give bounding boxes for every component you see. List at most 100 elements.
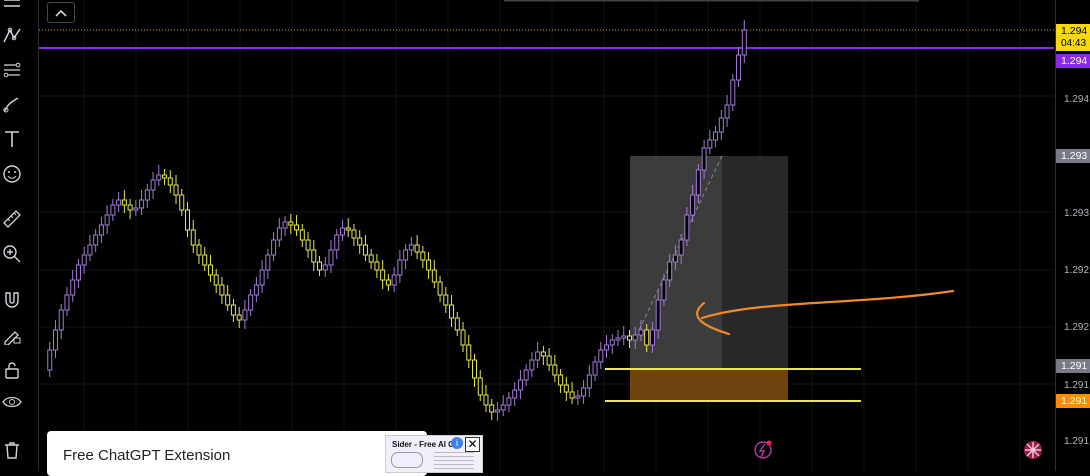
candle-body (426, 259, 432, 271)
candle-body (202, 254, 208, 266)
candle-body (403, 249, 409, 261)
candle-body (517, 379, 523, 391)
candle-body (282, 221, 288, 229)
candle-body (334, 234, 340, 251)
candle-body (110, 204, 116, 216)
candle-body (104, 214, 110, 226)
candle-body (512, 389, 518, 399)
price-axis[interactable]: 1.294 04:43 1.294 1.294 1.293 1.293 1.29… (1055, 0, 1090, 471)
candle-body (213, 274, 219, 286)
top-bar-decoration (504, 0, 919, 2)
candle-body (695, 169, 701, 196)
purple-line-price-tag: 1.294 (1056, 54, 1090, 68)
candle-body (265, 254, 271, 271)
candle-body (339, 227, 345, 236)
lock-drawing-icon[interactable] (0, 323, 24, 347)
candle-body (311, 249, 317, 263)
lightning-icon[interactable] (754, 440, 772, 459)
candle-body (299, 229, 305, 241)
ad-preview-lines (434, 452, 474, 470)
candle-body (64, 294, 70, 311)
box-top-price-tag: 1.293 (1056, 149, 1090, 163)
collapse-button[interactable] (47, 2, 75, 23)
candle-body (144, 189, 150, 201)
candle-body (47, 349, 53, 371)
candle-body (724, 104, 730, 119)
axis-label: 1.293 (1064, 208, 1090, 219)
candle-body (489, 404, 495, 413)
candle-body (621, 335, 627, 339)
candle-body (179, 194, 185, 211)
candle-body (644, 329, 650, 346)
candle-body (713, 131, 719, 141)
candle-body (672, 254, 678, 263)
fib-tool-icon[interactable] (0, 58, 24, 82)
cursor-lines-icon[interactable] (0, 0, 24, 18)
candle-body (236, 314, 242, 321)
candle-body (93, 234, 99, 246)
candle-body (81, 254, 87, 266)
candle-body (362, 244, 368, 256)
candle-body (185, 209, 190, 231)
close-icon[interactable]: ✕ (465, 437, 480, 452)
candle-body (397, 259, 403, 276)
ad-preview (391, 452, 423, 468)
candle-body (121, 199, 127, 206)
candle-body (741, 29, 747, 56)
candle-body (414, 244, 420, 253)
candle-body (276, 227, 282, 241)
eye-icon[interactable] (0, 390, 24, 414)
axis-label: 1.291 (1064, 436, 1090, 447)
candle-body (667, 261, 673, 281)
candle-body (730, 79, 736, 106)
candle-body (632, 334, 638, 341)
magnet-icon[interactable] (0, 288, 24, 312)
candle-body (575, 395, 581, 399)
trash-icon[interactable] (0, 438, 24, 462)
info-icon[interactable]: i (451, 437, 463, 449)
emoji-icon[interactable] (0, 162, 24, 186)
candle-body (609, 339, 615, 346)
candle-body (58, 309, 64, 331)
candle-body (322, 264, 328, 271)
candle-body (288, 221, 294, 226)
candle-body (305, 239, 311, 251)
candle-body (581, 387, 587, 397)
candle-body (684, 214, 690, 241)
trend-line-icon[interactable] (0, 24, 24, 48)
axis-label: 1.291 (1064, 380, 1090, 391)
candle-body (649, 329, 655, 346)
popup-title: Free ChatGPT Extension (63, 447, 231, 464)
candle-body (87, 244, 93, 256)
brush-icon[interactable] (0, 92, 24, 116)
candle-body (75, 264, 81, 281)
price-chart[interactable] (39, 0, 1054, 471)
demand-zone (630, 370, 788, 400)
candle-body (638, 329, 644, 336)
zoom-in-icon[interactable] (0, 242, 24, 266)
candle-body (357, 237, 363, 246)
candle-body (494, 409, 500, 413)
ad-title: Sider - Free AI C (392, 440, 454, 449)
candle-body (449, 304, 455, 319)
extension-popup[interactable]: Free ChatGPT Extension (47, 431, 427, 476)
candle-body (586, 374, 592, 389)
axis-label: 1.292 (1064, 265, 1090, 276)
candle-body (150, 179, 156, 191)
candle-body (460, 329, 466, 346)
candle-body (678, 239, 684, 256)
candle-body (219, 284, 225, 296)
candle-body (483, 394, 489, 406)
candle-body (162, 174, 168, 179)
candle-body (328, 249, 334, 266)
hand-drawn-arrow (696, 289, 955, 336)
uk-flag-icon[interactable] (1024, 441, 1042, 459)
candle-body (655, 299, 661, 331)
lock-icon[interactable] (0, 358, 24, 382)
current-price-tag: 1.294 (1056, 24, 1090, 38)
candle-body (196, 244, 202, 256)
text-icon[interactable] (0, 127, 24, 151)
ruler-icon[interactable] (0, 207, 24, 231)
candlesticks (47, 20, 747, 421)
candle-body (443, 294, 449, 306)
